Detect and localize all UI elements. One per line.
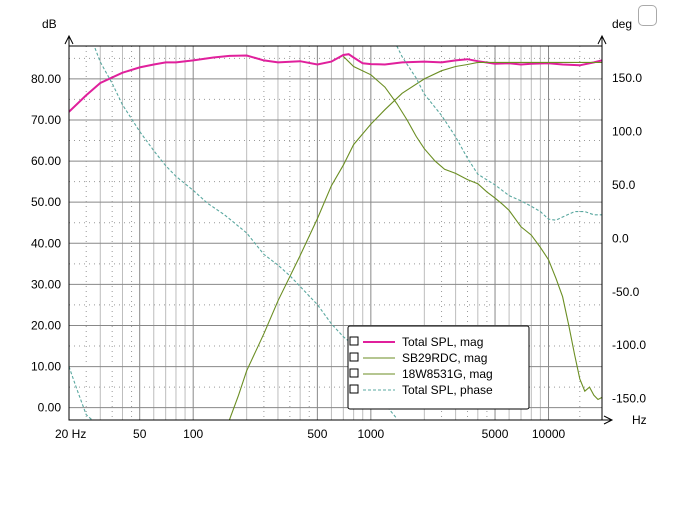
x-tick-label: 5000 xyxy=(482,427,509,441)
x-tick-label: 100 xyxy=(183,427,203,441)
y-tick-label: 20.00 xyxy=(31,318,61,332)
x-tick-label: 20 Hz xyxy=(55,427,86,441)
y2-axis-unit: deg xyxy=(612,17,632,31)
y2-tick-label: -50.0 xyxy=(612,285,640,299)
x-tick-label: 50 xyxy=(133,427,147,441)
y2-tick-label: -100.0 xyxy=(612,338,646,352)
x-tick-label: 1000 xyxy=(357,427,384,441)
y-tick-label: 0.00 xyxy=(38,401,62,415)
corner-button[interactable] xyxy=(638,5,657,26)
y-tick-label: 40.00 xyxy=(31,236,61,250)
legend: Total SPL, mag SB29RDC, mag 18W8531G, mag T… xyxy=(347,325,530,410)
y-tick-label: 30.00 xyxy=(31,277,61,291)
plot-frame xyxy=(68,45,603,421)
y2-tick-label: 150.0 xyxy=(612,71,642,85)
y2-tick-label: 100.0 xyxy=(612,124,642,138)
y2-tick-label: -150.0 xyxy=(612,392,646,406)
series-line-total-spl-mag xyxy=(69,53,602,113)
y-axis-unit: dB xyxy=(42,17,57,31)
legend-checkbox xyxy=(349,368,359,378)
y-tick-label: 50.00 xyxy=(31,195,61,209)
tick-labels: 20 Hz 50 100 500 1000 5000 10000 0.00 10.00 20.00… xyxy=(31,71,646,441)
legend-box xyxy=(347,325,530,410)
legend-checkbox xyxy=(349,336,359,346)
legend-label: SB29RDC, mag xyxy=(402,351,487,365)
y2-tick-label: 50.0 xyxy=(612,178,636,192)
y-tick-label: 70.00 xyxy=(31,113,61,127)
y-tick-label: 10.00 xyxy=(31,360,61,374)
legend-label: 18W8531G, mag xyxy=(402,367,493,381)
series-line-18w8531g-mag xyxy=(228,61,602,420)
y-tick-label: 60.00 xyxy=(31,154,61,168)
legend-label: Total SPL, phase xyxy=(402,383,493,397)
axis-arrows xyxy=(64,34,614,425)
y-tick-label: 80.00 xyxy=(31,72,61,86)
y2-tick-label: 0.0 xyxy=(612,231,629,245)
series-line-sb29rdc-mag xyxy=(342,55,602,401)
legend-checkbox xyxy=(349,384,359,394)
x-tick-label: 10000 xyxy=(532,427,566,441)
x-tick-label: 500 xyxy=(307,427,327,441)
legend-label: Total SPL, mag xyxy=(402,335,483,349)
x-axis-unit: Hz xyxy=(632,413,647,427)
legend-checkbox xyxy=(349,352,359,362)
